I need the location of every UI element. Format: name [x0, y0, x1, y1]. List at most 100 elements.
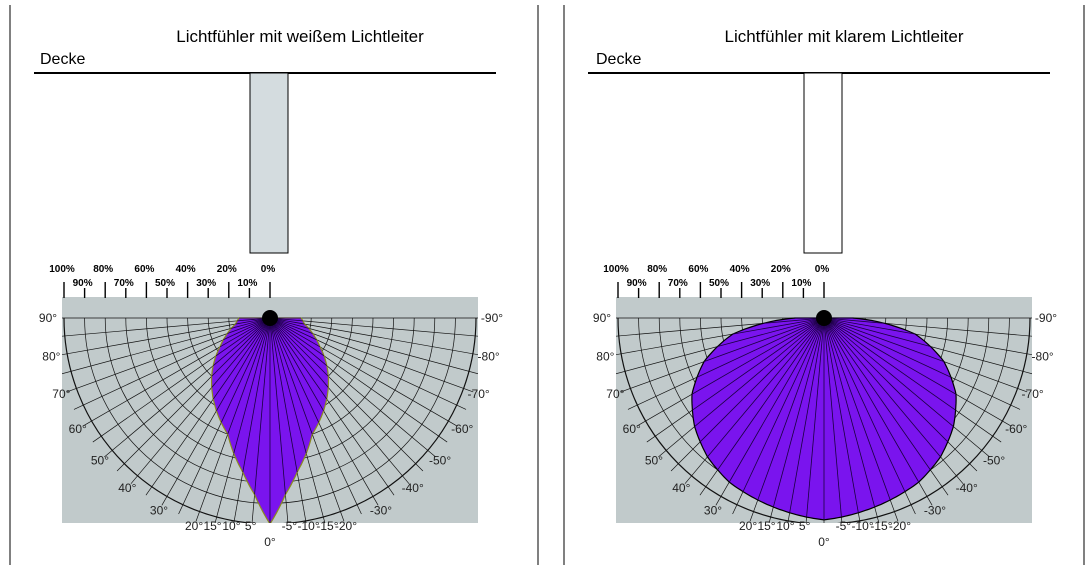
lobe-ray: [212, 317, 271, 400]
lobe-ray: [823, 317, 916, 335]
angle-label: 10°: [776, 519, 794, 533]
angle-label: -5°: [282, 519, 298, 533]
percent-label: 20%: [217, 264, 237, 275]
angle-label: -15°: [316, 519, 338, 533]
lobe-ray: [269, 317, 298, 473]
angle-label: 40°: [672, 481, 690, 495]
lobe-ray: [823, 317, 920, 483]
lobe-ray: [707, 317, 825, 458]
angle-label: 80°: [596, 350, 614, 364]
angle-label: 30°: [704, 503, 722, 517]
lobe-ray: [269, 317, 321, 348]
lobe-ray: [269, 317, 286, 495]
percent-label: 10%: [237, 278, 257, 289]
percent-label: 100%: [49, 264, 75, 275]
lobe-ray: [823, 317, 954, 427]
angle-label: 15°: [203, 519, 221, 533]
angle-label: 30°: [150, 503, 168, 517]
lobe-ray: [269, 317, 324, 411]
angle-label: 70°: [52, 387, 70, 401]
lobe-ray: [728, 317, 825, 483]
lobe-ray: [269, 317, 328, 366]
percent-label: 80%: [93, 264, 113, 275]
angle-label: 20°: [739, 519, 757, 533]
percent-label: 50%: [155, 278, 175, 289]
angle-label: -50°: [429, 454, 451, 468]
angle-label: 90°: [593, 311, 611, 325]
ceiling-label: Decke: [596, 51, 641, 68]
percent-label: 90%: [627, 278, 647, 289]
lobe-ray: [703, 317, 825, 363]
angle-label: -90°: [481, 311, 503, 325]
lobe-ray: [694, 317, 825, 427]
angle-label: 20°: [185, 519, 203, 533]
angle-label: -80°: [1032, 350, 1054, 364]
light-guide-rod: [803, 72, 843, 254]
angle-label-zero: 0°: [818, 535, 830, 549]
angle-label: 80°: [42, 350, 60, 364]
angle-label: 5°: [245, 519, 257, 533]
lobe-ray: [823, 317, 949, 443]
angle-label: -60°: [1005, 422, 1027, 436]
lobe-ray: [699, 317, 825, 443]
lobe-ray: [823, 317, 952, 378]
sensor-hub: [816, 310, 832, 326]
lobe-ray: [269, 317, 313, 435]
light-guide-rod: [249, 72, 289, 254]
lobe-ray: [823, 317, 876, 508]
diagram-title: Lichtfühler mit klarem Lichtleiter: [724, 27, 963, 46]
lobe-ray: [269, 317, 325, 357]
angle-label: 40°: [118, 481, 136, 495]
percent-label: 20%: [771, 264, 791, 275]
lobe-ray: [227, 317, 271, 435]
lobe-ray: [823, 317, 859, 513]
angle-label: -30°: [924, 503, 946, 517]
percent-label: 90%: [73, 278, 93, 289]
lobe-ray: [763, 317, 825, 324]
angle-label: -70°: [1022, 387, 1044, 401]
diagram-panel-clear: Lichtfühler mit klarem Lichtleiter Decke 1…: [554, 0, 1088, 565]
lobe-ray: [823, 317, 891, 501]
percent-label: 100%: [603, 264, 629, 275]
diagram-panel-white: Lichtfühler mit weißem Lichtleiter Decke 1…: [9, 5, 539, 565]
angle-label: -5°: [836, 519, 852, 533]
angle-label: 60°: [69, 422, 87, 436]
lobe-ray: [216, 317, 271, 411]
lobe-ray: [211, 317, 271, 377]
lobe-ray: [823, 317, 957, 395]
angle-label: 50°: [645, 454, 663, 468]
lobe-ray: [789, 317, 825, 513]
angle-label: -40°: [956, 481, 978, 495]
lobe-ray: [696, 317, 825, 378]
angle-label: -10°: [851, 519, 873, 533]
lobe-ray: [692, 317, 825, 411]
polar-diagram-white-guide: Lichtfühler mit weißem Lichtleiter Decke 1…: [9, 5, 539, 565]
lobe-ray: [823, 317, 931, 347]
angle-label: -30°: [370, 503, 392, 517]
angle-label: 90°: [39, 311, 57, 325]
polar-diagram-clear-guide: Lichtfühler mit klarem Lichtleiter Decke 1…: [563, 5, 1085, 565]
lobe-ray: [254, 317, 271, 495]
percent-label: 80%: [647, 264, 667, 275]
angle-label: -50°: [983, 454, 1005, 468]
percent-label: 70%: [114, 278, 134, 289]
percent-label: 0%: [815, 264, 830, 275]
diagram-title: Lichtfühler mit weißem Lichtleiter: [176, 27, 424, 46]
angle-label: 10°: [222, 519, 240, 533]
lobe-ray: [823, 317, 842, 518]
lobe-ray: [823, 317, 906, 492]
angle-label: -90°: [1035, 311, 1057, 325]
percent-label: 70%: [668, 278, 688, 289]
percent-label: 60%: [688, 264, 708, 275]
angle-label: 15°: [757, 519, 775, 533]
polar-grid-group: [616, 317, 1032, 523]
lobe-ray: [220, 317, 271, 423]
lobe-ray: [691, 317, 825, 395]
percent-label: 60%: [134, 264, 154, 275]
angle-label: -15°: [870, 519, 892, 533]
lobe-ray: [806, 317, 825, 518]
lobe-ray: [211, 317, 271, 388]
angle-label-zero: 0°: [264, 535, 276, 549]
angle-label: 50°: [91, 454, 109, 468]
angle-label: -20°: [889, 519, 911, 533]
